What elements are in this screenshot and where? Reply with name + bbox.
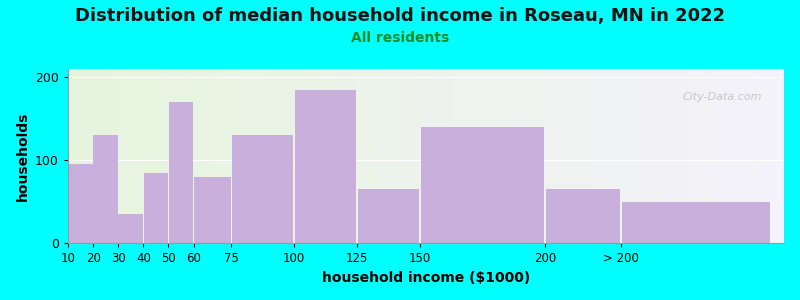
Bar (68, 164, 93, 243)
Bar (194, 177, 231, 243)
Bar (94, 135, 118, 243)
X-axis label: household income ($1000): household income ($1000) (322, 271, 530, 285)
Bar (144, 172, 168, 243)
Bar (169, 102, 194, 243)
Bar (622, 202, 770, 243)
Bar (421, 127, 544, 243)
Text: City-Data.com: City-Data.com (683, 92, 762, 102)
Bar (232, 135, 294, 243)
Bar (546, 189, 620, 243)
Bar (294, 90, 356, 243)
Bar (358, 189, 419, 243)
Bar (118, 214, 143, 243)
Y-axis label: households: households (15, 111, 30, 201)
Text: Distribution of median household income in Roseau, MN in 2022: Distribution of median household income … (75, 8, 725, 26)
Text: All residents: All residents (351, 32, 449, 46)
